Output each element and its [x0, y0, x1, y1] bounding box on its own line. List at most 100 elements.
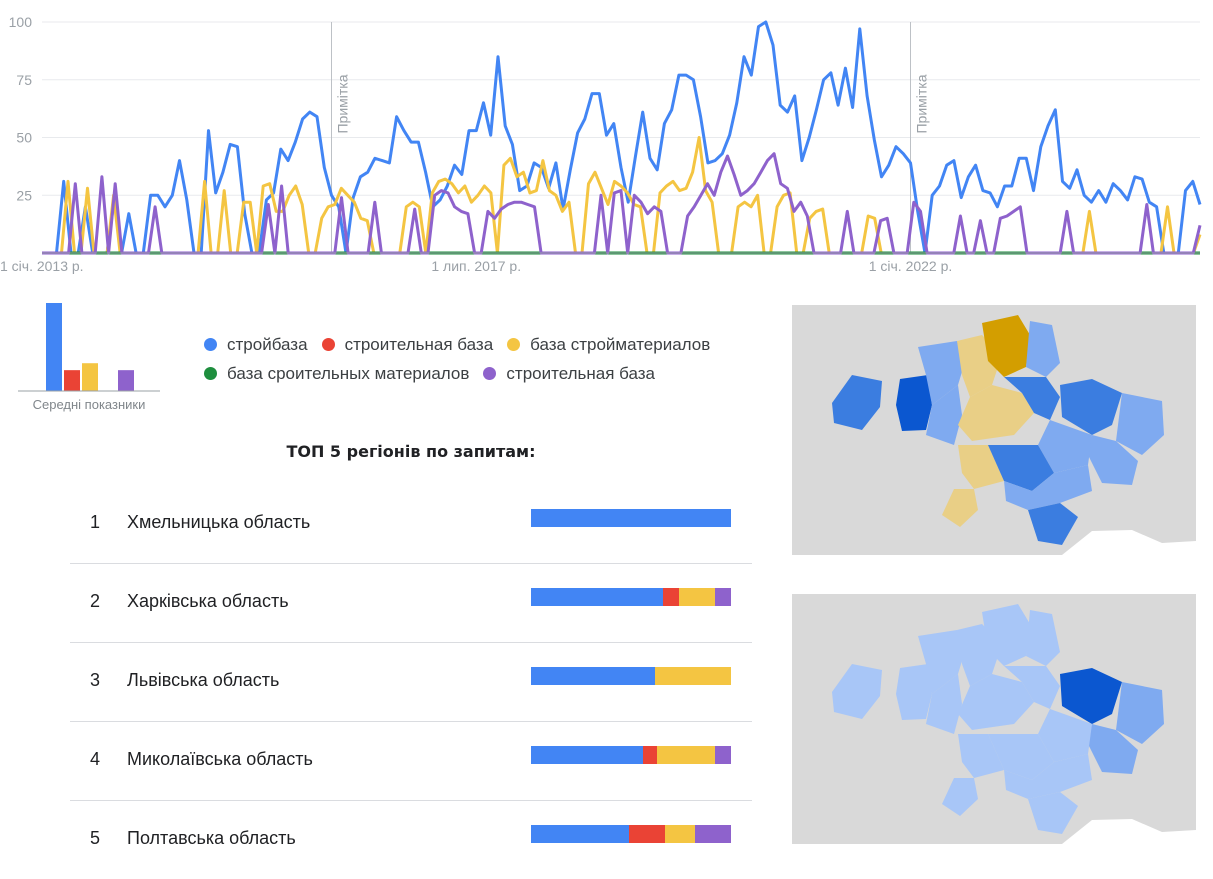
region-share-segment	[531, 509, 731, 527]
map-region	[1060, 668, 1122, 724]
x-tick-label: 1 січ. 2013 р.	[0, 258, 84, 274]
region-share-segment	[665, 825, 695, 843]
map-region	[1116, 393, 1164, 455]
annotation-label: Примітка	[335, 74, 351, 133]
legend-dot-icon	[507, 338, 521, 351]
map-region	[942, 489, 978, 527]
legend-dot-icon	[204, 338, 217, 351]
region-rank: 3	[90, 670, 101, 690]
region-share-bar	[531, 588, 731, 606]
region-rank: 4	[90, 749, 101, 769]
y-tick-label: 100	[9, 14, 33, 30]
region-rank: 1	[90, 512, 101, 532]
map-region	[958, 445, 1004, 489]
region-share-bar	[531, 509, 731, 527]
map-region	[1116, 682, 1164, 744]
map-region	[918, 630, 964, 694]
region-name: Хмельницька область	[127, 512, 311, 532]
region-share-segment	[695, 825, 731, 843]
map-region	[982, 604, 1030, 666]
legend-dot-icon	[483, 367, 497, 380]
series-line-1	[42, 20, 1202, 255]
map-region	[942, 778, 978, 816]
average-bars	[18, 303, 160, 392]
map-region	[918, 341, 964, 405]
legend-dot-icon	[204, 367, 217, 380]
region-share-bar	[531, 825, 731, 843]
average-values-chart: Середні показники	[18, 298, 160, 418]
region-share-bar	[531, 667, 731, 685]
region-share-segment	[629, 825, 665, 843]
legend-label: строительная база	[344, 334, 494, 354]
legend-label: стройбаза	[227, 334, 308, 354]
region-row[interactable]: 3 Львівська область	[70, 643, 752, 722]
region-name: Полтавська область	[127, 828, 296, 848]
chart-legend: стройбаза строительная база база стройма…	[204, 330, 784, 388]
x-tick-label: 1 січ. 2022 р.	[869, 258, 953, 274]
map-region	[926, 385, 962, 445]
ukraine-map-colored	[792, 305, 1196, 555]
region-share-segment	[715, 746, 731, 764]
trend-line-chart: 100 75 50 25 Примітка Примітка 1 січ. 2013 р. 1…	[0, 14, 1202, 274]
legend-item-baza-sroitelnyh-materialov[interactable]: база сроительных материалов	[204, 364, 469, 384]
map-region	[1028, 503, 1078, 545]
annotation-label: Примітка	[914, 74, 930, 133]
legend-item-stroybaza[interactable]: стройбаза	[204, 335, 308, 355]
legend-row-1: стройбаза строительная база база стройма…	[204, 330, 784, 359]
map-region	[832, 375, 882, 430]
map-region	[1060, 379, 1122, 435]
region-share-segment	[643, 746, 657, 764]
region-row[interactable]: 1 Хмельницька область	[70, 485, 752, 564]
region-name: Львівська область	[127, 670, 280, 690]
region-share-segment	[657, 746, 715, 764]
region-share-segment	[531, 667, 655, 685]
top-regions-list: 1 Хмельницька область 2 Харківська облас…	[70, 485, 752, 879]
map-region	[988, 445, 1054, 491]
sea-area	[1062, 530, 1196, 555]
regional-map-by-term[interactable]	[792, 305, 1196, 555]
region-share-segment	[679, 588, 715, 606]
map-region	[1004, 465, 1092, 510]
map-region	[1004, 377, 1060, 420]
region-share-segment	[531, 746, 643, 764]
map-region	[1004, 754, 1092, 799]
average-bar	[118, 370, 134, 391]
map-region	[1088, 435, 1138, 485]
region-rank: 5	[90, 828, 101, 848]
map-region	[896, 375, 932, 431]
map-region	[896, 664, 932, 720]
map-region	[1038, 709, 1092, 762]
y-tick-label: 25	[16, 187, 32, 203]
map-region	[1038, 420, 1092, 473]
region-share-segment	[655, 667, 731, 685]
legend-item-stroitelnaya-baza-purple[interactable]: строительная база	[483, 364, 655, 384]
map-region	[1026, 610, 1060, 666]
sea-area	[1062, 819, 1196, 844]
map-region	[958, 674, 1034, 730]
average-bar	[46, 303, 62, 391]
top-regions-title: ТОП 5 регіонів по запитам:	[286, 442, 536, 461]
map-region	[982, 315, 1030, 377]
region-rank: 2	[90, 591, 101, 611]
legend-dot-icon	[321, 338, 335, 351]
map-region	[1004, 666, 1060, 709]
legend-item-baza-stroymaterialov[interactable]: база стройматериалов	[507, 335, 710, 355]
map-region	[1026, 321, 1060, 377]
region-share-bar	[531, 746, 731, 764]
legend-label: строительная база	[506, 363, 655, 383]
map-region	[832, 664, 882, 719]
region-row[interactable]: 5 Полтавська область	[70, 801, 752, 879]
legend-label: база сроительных материалов	[227, 363, 470, 383]
y-tick-label: 50	[16, 130, 32, 146]
average-bar	[64, 370, 80, 391]
legend-item-stroitelnaya-baza-red[interactable]: строительная база	[321, 334, 494, 355]
regional-map-by-intensity[interactable]	[792, 594, 1196, 844]
x-tick-label: 1 лип. 2017 р.	[431, 258, 521, 274]
region-row[interactable]: 2 Харківська область	[70, 564, 752, 643]
region-share-segment	[531, 588, 663, 606]
map-region	[926, 674, 962, 734]
map-region	[958, 734, 1004, 778]
ukraine-map-intensity	[792, 594, 1196, 844]
map-region	[1088, 724, 1138, 774]
region-row[interactable]: 4 Миколаївська область	[70, 722, 752, 801]
